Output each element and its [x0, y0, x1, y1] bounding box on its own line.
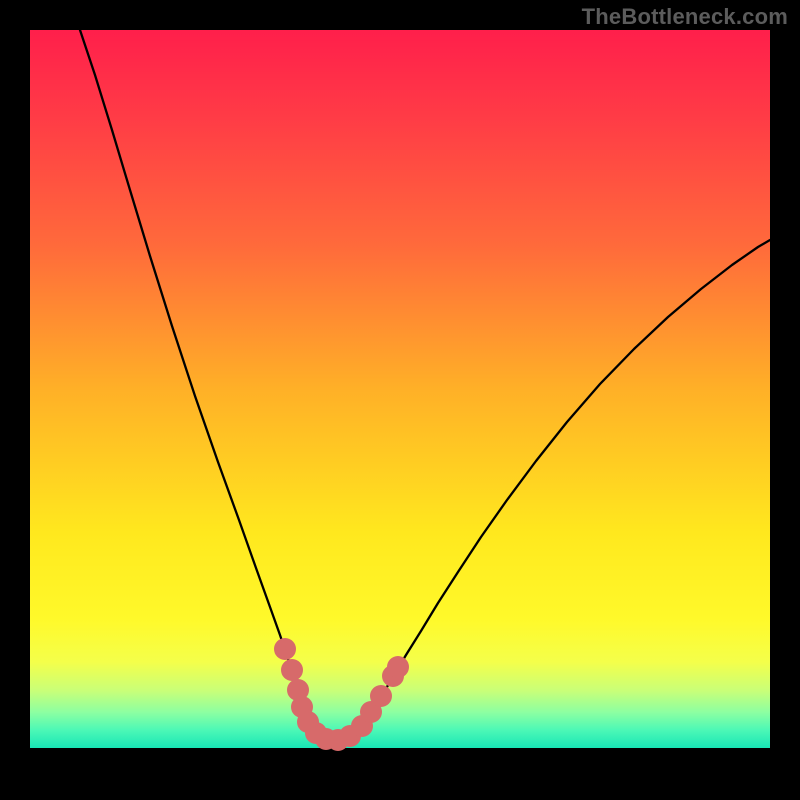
watermark-text: TheBottleneck.com	[582, 4, 788, 30]
marker-dot	[281, 659, 303, 681]
marker-dot	[274, 638, 296, 660]
marker-dot	[387, 656, 409, 678]
bottom-black-strip	[30, 748, 770, 770]
chart-stage: TheBottleneck.com	[0, 0, 800, 800]
chart-svg	[0, 0, 800, 800]
marker-dot	[370, 685, 392, 707]
gradient-plot-area	[30, 30, 770, 748]
